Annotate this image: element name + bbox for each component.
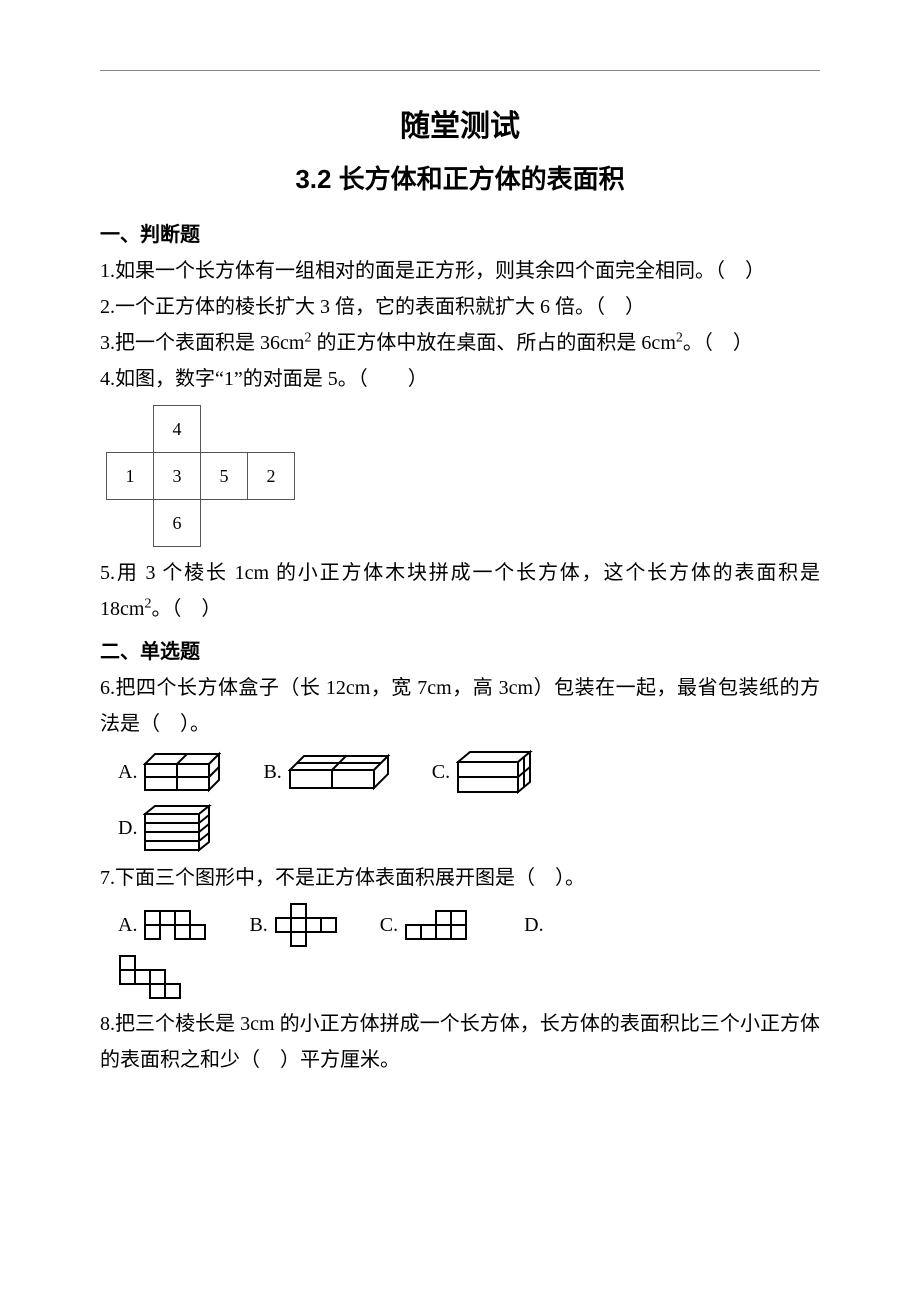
q6-label-c: C.: [432, 761, 450, 784]
q3-part-c: 。（ ）: [683, 332, 753, 354]
page-title: 随堂测试: [100, 101, 820, 145]
page-subtitle: 3.2 长方体和正方体的表面积: [100, 159, 820, 196]
q7-options-row: A. B.: [118, 902, 820, 948]
q7-net-c-icon: [404, 909, 484, 941]
question-6: 6.把四个长方体盒子（长 12cm，宽 7cm，高 3cm）包装在一起，最省包装…: [100, 670, 820, 742]
q7-label-d: D.: [524, 914, 543, 937]
net-cell-5: 5: [201, 453, 248, 500]
cube-net-figure: 4 1 3 5 2 6: [106, 405, 820, 547]
net-cell-3: 3: [154, 453, 201, 500]
q7-option-d-figure: [118, 954, 820, 1000]
q6-label-d: D.: [118, 817, 137, 840]
q6-option-c: C.: [432, 748, 534, 796]
top-rule: [100, 70, 820, 71]
q7-label-b: B.: [249, 914, 267, 937]
q7-option-d: D.: [524, 914, 543, 937]
q6-options-row-2: D.: [118, 802, 820, 854]
q7-option-a: A.: [118, 909, 209, 941]
net-cell-6: 6: [154, 500, 201, 547]
net-cell-1: 1: [107, 453, 154, 500]
q3-part-a: 3.把一个表面积是 36cm: [100, 332, 304, 354]
q7-net-b-icon: [274, 902, 340, 948]
q6-box-a-icon: [143, 750, 223, 794]
question-5: 5.用 3 个棱长 1cm 的小正方体木块拼成一个长方体，这个长方体的表面积是 …: [100, 555, 820, 627]
q6-option-b: B.: [263, 752, 391, 792]
q7-label-a: A.: [118, 914, 137, 937]
q3-sup-2: 2: [676, 330, 683, 345]
question-1: 1.如果一个长方体有一组相对的面是正方形，则其余四个面完全相同。（ ）: [100, 253, 820, 289]
q7-label-c: C.: [380, 914, 398, 937]
question-4: 4.如图，数字“1”的对面是 5。（ ）: [100, 361, 820, 397]
q6-label-a: A.: [118, 761, 137, 784]
section-1-heading: 一、判断题: [100, 218, 820, 247]
question-2: 2.一个正方体的棱长扩大 3 倍，它的表面积就扩大 6 倍。（ ）: [100, 289, 820, 325]
q7-option-c: C.: [380, 909, 484, 941]
q6-options-row-1: A. B.: [118, 748, 820, 796]
q6-option-d: D.: [118, 802, 213, 854]
question-3: 3.把一个表面积是 36cm2 的正方体中放在桌面、所占的面积是 6cm2。（ …: [100, 325, 820, 361]
net-cell-4: 4: [154, 406, 201, 453]
question-7: 7.下面三个图形中，不是正方体表面积展开图是（ ）。: [100, 860, 820, 896]
page: 随堂测试 3.2 长方体和正方体的表面积 一、判断题 1.如果一个长方体有一组相…: [0, 0, 920, 1302]
question-8: 8.把三个棱长是 3cm 的小正方体拼成一个长方体，长方体的表面积比三个小正方体…: [100, 1006, 820, 1078]
q6-box-b-icon: [288, 752, 392, 792]
q5-part-b: 。（ ）: [151, 598, 221, 620]
q6-label-b: B.: [263, 761, 281, 784]
section-2-heading: 二、单选题: [100, 635, 820, 664]
q6-box-d-icon: [143, 802, 213, 854]
q3-part-b: 的正方体中放在桌面、所占的面积是 6cm: [311, 332, 675, 354]
q6-option-a: A.: [118, 750, 223, 794]
q6-box-c-icon: [456, 748, 534, 796]
q7-net-a-icon: [143, 909, 209, 941]
q7-option-b: B.: [249, 902, 339, 948]
net-cell-2: 2: [248, 453, 295, 500]
q7-net-d-icon: [118, 954, 184, 1000]
